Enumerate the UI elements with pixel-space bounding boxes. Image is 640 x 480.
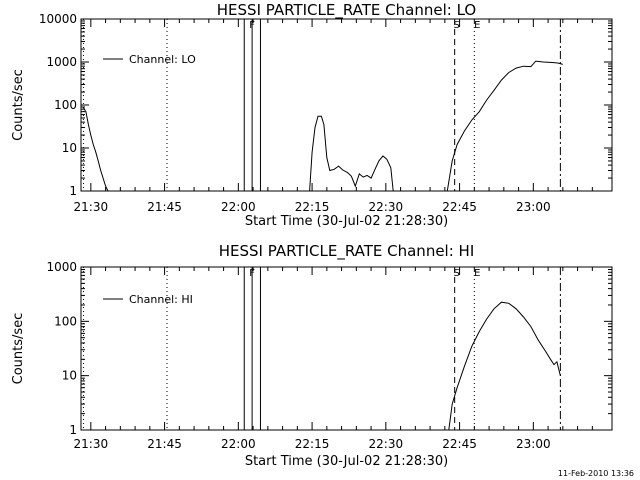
x-tick-label: 22:45: [442, 437, 477, 451]
x-tick-label: 21:30: [74, 437, 109, 451]
series-line: [446, 60, 563, 192]
x-tick-label: 22:00: [221, 200, 256, 214]
x-tick-label: 23:00: [516, 200, 551, 214]
y-axis-label: Counts/sec: [11, 69, 26, 141]
x-tick-label: 22:45: [442, 200, 477, 214]
series-line: [82, 106, 109, 192]
series-line: [309, 115, 394, 192]
y-tick-label: 10000: [39, 12, 77, 26]
x-tick-label: 22:00: [221, 437, 256, 451]
chart-title: HESSI PARTICLE_RATE Channel: HI: [219, 242, 475, 261]
chart-title: HESSI PARTICLE_RATE Channel: LO: [217, 1, 476, 20]
flare-marker-label: F: [249, 20, 255, 31]
end-marker-label: E: [474, 268, 480, 279]
start-marker-label: S: [453, 268, 459, 279]
flare-marker-label: F: [249, 268, 255, 279]
plot-frame: [80, 18, 613, 192]
y-tick-label: 1000: [46, 260, 77, 274]
x-tick-label: 22:30: [369, 200, 404, 214]
y-tick-label: 10: [62, 141, 77, 155]
hi-channel-panel: HESSI PARTICLE_RATE Channel: HI 21:30 21:4…: [11, 242, 613, 469]
start-marker-label: S: [453, 20, 459, 31]
y-tick-label: 1: [69, 184, 77, 198]
lo-channel-panel: HESSI PARTICLE_RATE Channel: LO 21:30 21:4…: [11, 1, 613, 229]
y-tick-label: 100: [54, 98, 77, 112]
x-axis-label: Start Time (30-Jul-02 21:28:30): [245, 454, 448, 469]
x-tick-label: 22:30: [369, 437, 404, 451]
footer-timestamp: 11-Feb-2010 13:36: [558, 469, 634, 478]
x-tick-label: 22:15: [295, 200, 330, 214]
legend-label: Channel: LO: [129, 53, 196, 66]
legend-label: Channel: HI: [129, 293, 193, 306]
x-tick-label: 21:30: [74, 200, 109, 214]
series-line: [448, 301, 561, 431]
y-tick-label: 1: [69, 423, 77, 437]
x-tick-label: 21:45: [147, 200, 182, 214]
y-tick-label: 100: [54, 314, 77, 328]
x-tick-label: 22:15: [295, 437, 330, 451]
x-tick-label: 23:00: [516, 437, 551, 451]
y-axis-label: Counts/sec: [11, 313, 26, 385]
x-tick-label: 21:45: [147, 437, 182, 451]
plot-frame: [80, 266, 613, 431]
x-axis-label: Start Time (30-Jul-02 21:28:30): [245, 214, 448, 229]
end-marker-label: E: [474, 20, 480, 31]
y-tick-label: 1000: [46, 55, 77, 69]
y-tick-label: 10: [62, 369, 77, 383]
